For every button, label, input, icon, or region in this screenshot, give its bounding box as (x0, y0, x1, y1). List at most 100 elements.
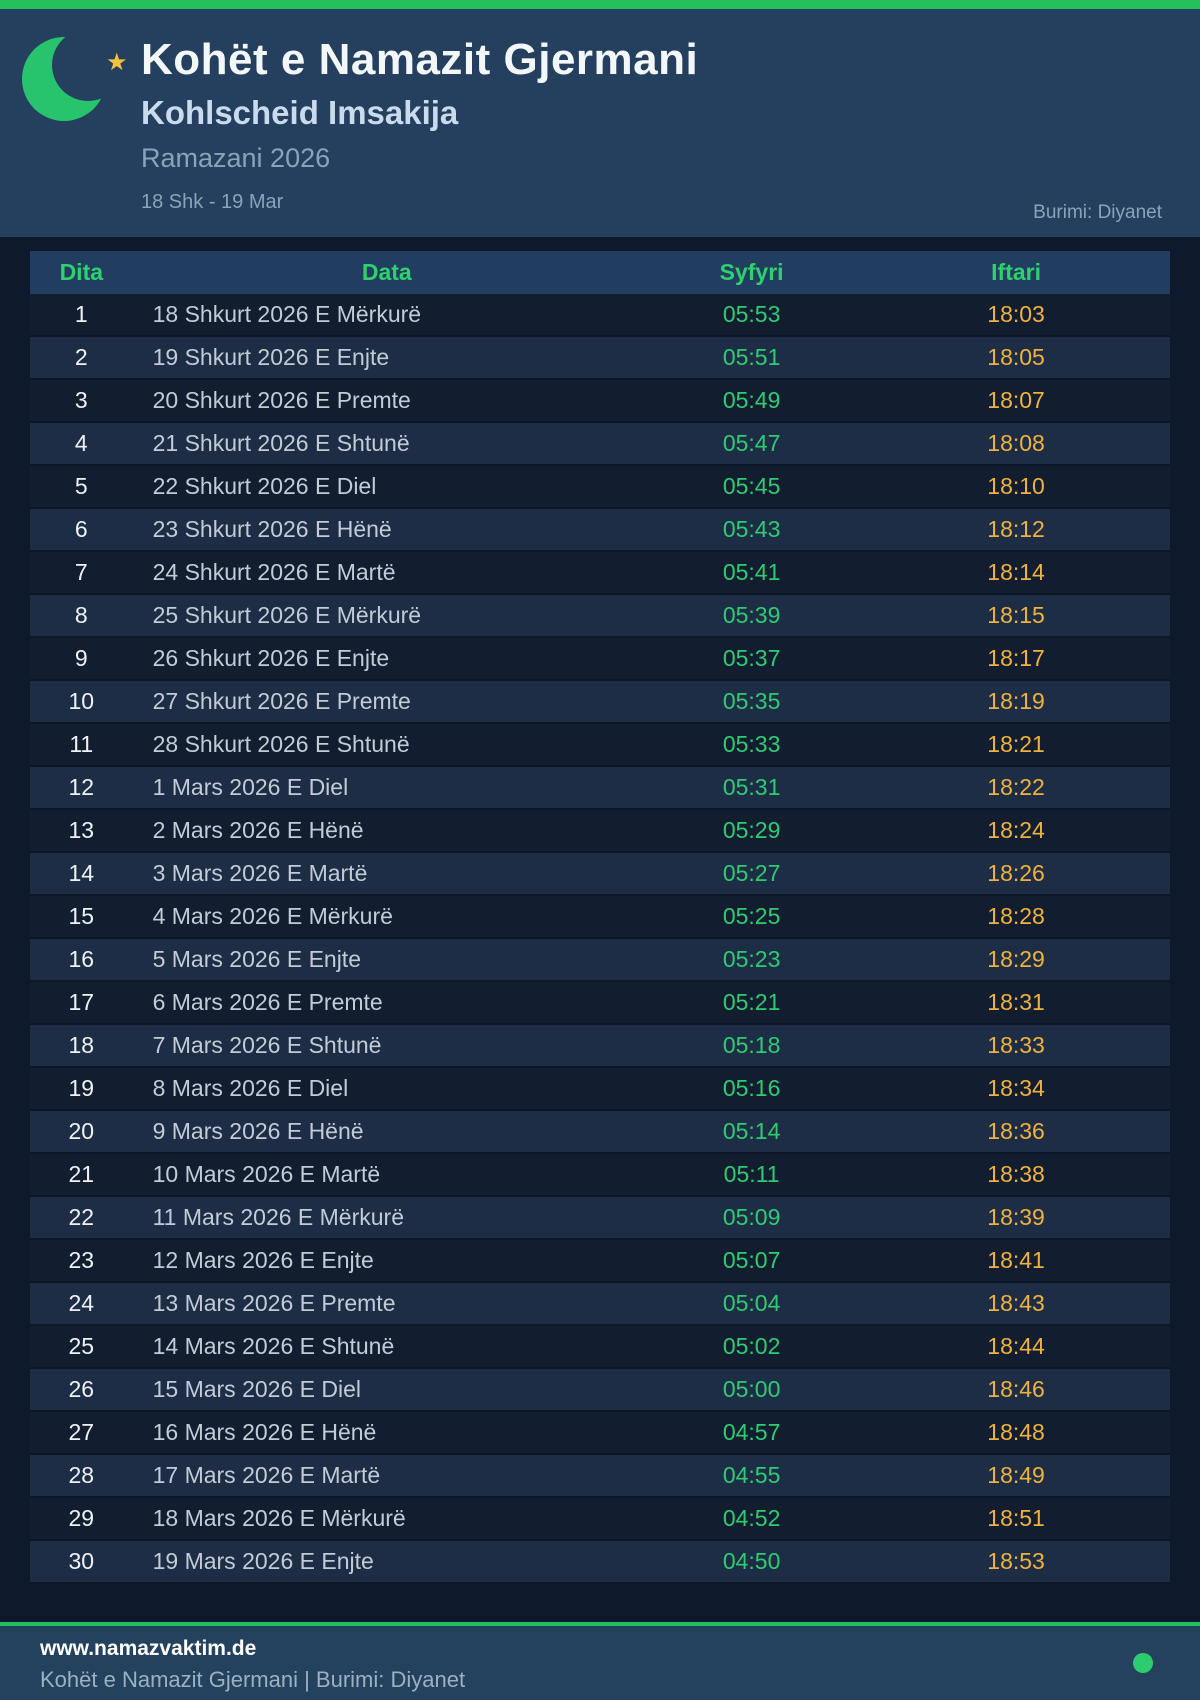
day-cell: 20 (68, 1118, 95, 1144)
iftari-cell: 18:46 (987, 1376, 1045, 1402)
table-row: 1 18 Shkurt 2026 E Mërkurë 05:53 18:03 (30, 294, 1170, 337)
syfyri-cell: 05:16 (722, 1075, 781, 1101)
iftari-cell: 18:22 (987, 774, 1045, 800)
iftari-cell: 18:49 (987, 1462, 1045, 1488)
day-cell: 30 (68, 1548, 95, 1574)
date-cell: 13 Mars 2026 E Premte (152, 1290, 396, 1316)
day-cell: 9 (74, 645, 88, 671)
day-cell: 14 (68, 860, 95, 886)
table-row: 2 19 Shkurt 2026 E Enjte 05:51 18:05 (30, 337, 1170, 380)
syfyri-cell: 05:23 (722, 946, 781, 972)
table-row: 7 24 Shkurt 2026 E Martë 05:41 18:14 (30, 552, 1170, 595)
day-cell: 4 (74, 430, 88, 456)
date-cell: 22 Shkurt 2026 E Diel (152, 473, 377, 499)
day-cell: 24 (68, 1290, 95, 1316)
iftari-cell: 18:33 (987, 1032, 1045, 1058)
iftari-cell: 18:28 (987, 903, 1045, 929)
syfyri-cell: 05:37 (722, 645, 781, 671)
season-label: Ramazani 2026 (141, 143, 331, 173)
page-footer: www.namazvaktim.de Kohët e Namazit Gjerm… (0, 1626, 1200, 1700)
day-cell: 10 (68, 688, 95, 714)
table-row: 12 1 Mars 2026 E Diel 05:31 18:22 (30, 767, 1170, 810)
table-row: 16 5 Mars 2026 E Enjte 05:23 18:29 (30, 939, 1170, 982)
date-cell: 3 Mars 2026 E Martë (152, 860, 368, 886)
table-row: 21 10 Mars 2026 E Martë 05:11 18:38 (30, 1154, 1170, 1197)
date-range-label: 18 Shk - 19 Mar (141, 191, 284, 213)
syfyri-cell: 05:00 (722, 1376, 781, 1402)
table-row: 18 7 Mars 2026 E Shtunë 05:18 18:33 (30, 1025, 1170, 1068)
table-row: 19 8 Mars 2026 E Diel 05:16 18:34 (30, 1068, 1170, 1111)
syfyri-cell: 05:18 (722, 1032, 781, 1058)
prayer-table-body: 1 18 Shkurt 2026 E Mërkurë 05:53 18:03 2… (30, 294, 1170, 1584)
table-row: 5 22 Shkurt 2026 E Diel 05:45 18:10 (30, 466, 1170, 509)
day-cell: 19 (68, 1075, 95, 1101)
website-link[interactable]: www.namazvaktim.de (40, 1637, 257, 1660)
day-cell: 12 (68, 774, 95, 800)
table-row: 27 16 Mars 2026 E Hënë 04:57 18:48 (30, 1412, 1170, 1455)
iftari-cell: 18:39 (987, 1204, 1045, 1230)
iftari-cell: 18:31 (987, 989, 1045, 1015)
table-row: 29 18 Mars 2026 E Mërkurë 04:52 18:51 (30, 1498, 1170, 1541)
date-cell: 8 Mars 2026 E Diel (152, 1075, 349, 1101)
syfyri-cell: 05:41 (722, 559, 781, 585)
day-cell: 28 (68, 1462, 95, 1488)
page-title: Kohët e Namazit Gjermani (141, 35, 699, 84)
date-cell: 7 Mars 2026 E Shtunë (152, 1032, 382, 1058)
syfyri-cell: 05:53 (722, 301, 781, 327)
table-row: 30 19 Mars 2026 E Enjte 04:50 18:53 (30, 1541, 1170, 1584)
day-cell: 6 (74, 516, 88, 542)
date-cell: 14 Mars 2026 E Shtunë (152, 1333, 395, 1359)
column-header-dita: Dita (59, 259, 104, 285)
day-cell: 18 (68, 1032, 95, 1058)
syfyri-cell: 05:02 (722, 1333, 781, 1359)
date-cell: 23 Shkurt 2026 E Hënë (152, 516, 392, 542)
syfyri-cell: 05:09 (722, 1204, 781, 1230)
date-cell: 10 Mars 2026 E Martë (152, 1161, 381, 1187)
iftari-cell: 18:29 (987, 946, 1045, 972)
day-cell: 3 (74, 387, 88, 413)
table-row: 26 15 Mars 2026 E Diel 05:00 18:46 (30, 1369, 1170, 1412)
iftari-cell: 18:48 (987, 1419, 1045, 1445)
syfyri-cell: 04:57 (722, 1419, 781, 1445)
syfyri-cell: 05:29 (722, 817, 781, 843)
date-cell: 20 Shkurt 2026 E Premte (152, 387, 411, 413)
syfyri-cell: 05:21 (722, 989, 781, 1015)
column-header-iftari: Iftari (991, 259, 1041, 285)
date-cell: 12 Mars 2026 E Enjte (152, 1247, 374, 1273)
iftari-cell: 18:21 (987, 731, 1045, 757)
syfyri-cell: 05:39 (722, 602, 781, 628)
iftari-cell: 18:05 (987, 344, 1045, 370)
column-header-syfyri: Syfyri (719, 259, 784, 285)
day-cell: 22 (68, 1204, 95, 1230)
iftari-cell: 18:10 (987, 473, 1045, 499)
iftari-cell: 18:34 (987, 1075, 1045, 1101)
table-row: 22 11 Mars 2026 E Mërkurë 05:09 18:39 (30, 1197, 1170, 1240)
date-cell: 18 Mars 2026 E Mërkurë (152, 1505, 406, 1531)
table-row: 10 27 Shkurt 2026 E Premte 05:35 18:19 (30, 681, 1170, 724)
table-row: 15 4 Mars 2026 E Mërkurë 05:25 18:28 (30, 896, 1170, 939)
date-cell: 9 Mars 2026 E Hënë (152, 1118, 364, 1144)
date-cell: 28 Shkurt 2026 E Shtunë (152, 731, 410, 757)
syfyri-cell: 05:11 (723, 1161, 780, 1187)
table-row: 8 25 Shkurt 2026 E Mërkurë 05:39 18:15 (30, 595, 1170, 638)
day-cell: 11 (69, 731, 94, 757)
table-row: 25 14 Mars 2026 E Shtunë 05:02 18:44 (30, 1326, 1170, 1369)
syfyri-cell: 05:14 (722, 1118, 781, 1144)
date-cell: 4 Mars 2026 E Mërkurë (152, 903, 393, 929)
iftari-cell: 18:12 (987, 516, 1045, 542)
iftari-cell: 18:08 (987, 430, 1045, 456)
syfyri-cell: 05:31 (722, 774, 781, 800)
iftari-cell: 18:15 (987, 602, 1045, 628)
date-cell: 17 Mars 2026 E Martë (152, 1462, 381, 1488)
iftari-cell: 18:03 (987, 301, 1045, 327)
location-subtitle: Kohlscheid Imsakija (141, 94, 459, 131)
iftari-cell: 18:17 (987, 645, 1045, 671)
page-header: ★ Kohët e Namazit Gjermani Kohlscheid Im… (0, 9, 1200, 237)
crescent-moon-icon: ★ (22, 29, 142, 137)
iftari-cell: 18:38 (987, 1161, 1045, 1187)
footer-tagline: Kohët e Namazit Gjermani | Burimi: Diyan… (40, 1667, 466, 1692)
day-cell: 21 (68, 1161, 95, 1187)
day-cell: 7 (74, 559, 88, 585)
day-cell: 13 (68, 817, 95, 843)
date-cell: 6 Mars 2026 E Premte (152, 989, 383, 1015)
